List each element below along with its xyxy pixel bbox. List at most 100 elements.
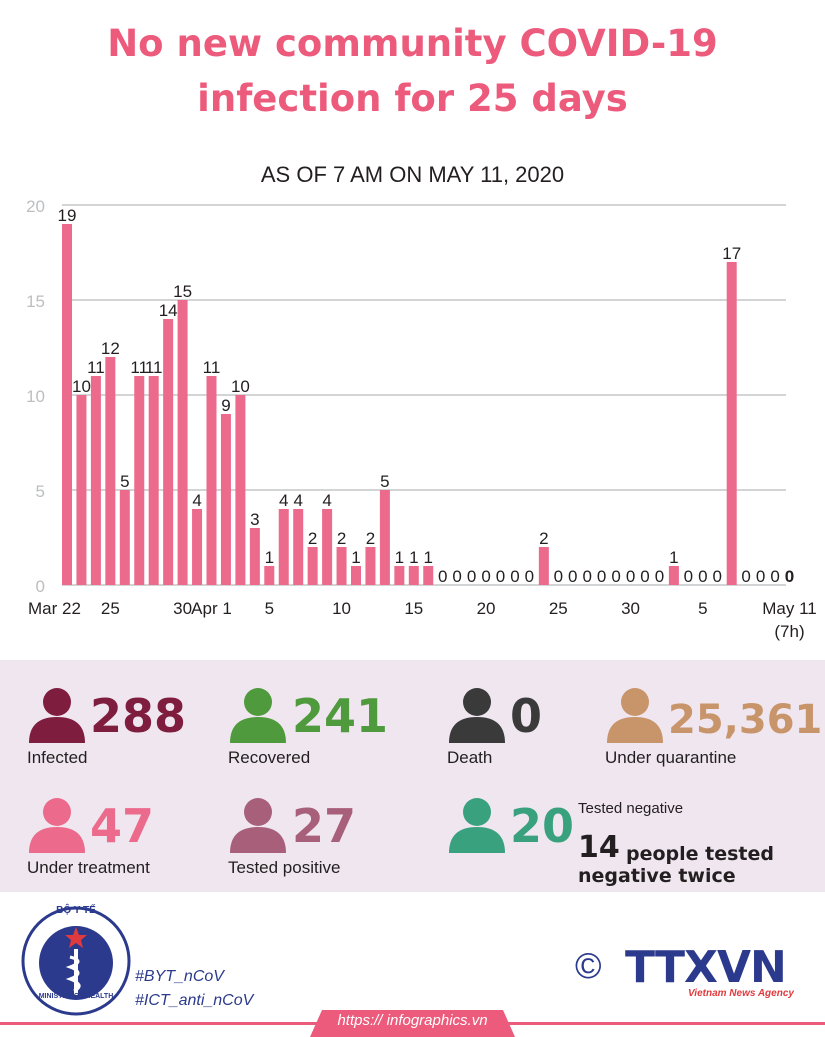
data-label: 12 [101,339,120,358]
bar [62,224,72,585]
data-label: 1 [409,548,418,567]
y-tick-label: 15 [26,292,45,311]
data-label: 0 [655,567,664,586]
data-label: 1 [265,548,274,567]
data-label: 0 [698,567,707,586]
tested-positive-person-icon [230,798,286,853]
recovered-count: 241 [292,689,389,743]
x-tick-label: 30 [173,599,192,618]
bar [134,376,145,585]
agency-subtitle: Vietnam News Agency [688,988,794,999]
tested-negative-count: 20 [510,799,575,853]
x-tick-label: 5 [698,599,707,618]
x-tick-label: 5 [265,599,274,618]
bar [668,566,679,585]
ministry-logo-bottom-text: MINISTRY OF HEALTH [38,993,114,1000]
bar [105,357,116,585]
infected-count: 288 [90,689,187,743]
url-banner [0,1010,825,1037]
bar [394,566,405,585]
data-label: 0 [611,567,620,586]
x-tick-label: 15 [404,599,423,618]
tested-negative-person-icon [449,798,505,853]
x-tick-label: 20 [477,599,496,618]
data-label: 2 [308,529,317,548]
data-label: 11 [145,358,163,377]
data-label: 5 [380,472,389,491]
data-label: 1 [395,548,404,567]
data-label: 10 [72,377,91,396]
data-label: 0 [684,567,693,586]
recovered-person-icon [230,688,286,743]
bar [220,414,231,585]
bar [351,566,361,585]
data-label: 0 [525,567,534,586]
bar [192,509,203,585]
bar [726,262,737,585]
bar [538,547,549,585]
chart-subtitle: AS OF 7 AM ON MAY 11, 2020 [260,162,565,187]
data-label: 0 [640,567,649,586]
data-label: 11 [203,358,221,377]
bar [177,300,188,585]
ministry-logo-top-text: BỘ Y TẾ [56,905,96,916]
hashtag-ict: #ICT_anti_nCoV [135,992,254,1009]
data-label: 0 [510,567,519,586]
infected-person-icon [29,688,85,743]
x-tick-label: 10 [332,599,351,618]
quarantine-person-icon [607,688,663,743]
data-label: 5 [120,472,129,491]
x-tick-label: Apr 1 [191,599,232,618]
y-tick-label: 20 [26,197,45,216]
data-label: 1 [424,548,433,567]
data-label: 17 [722,244,741,263]
x-tick-label: 25 [549,599,568,618]
data-label: 0 [626,567,635,586]
website-link[interactable]: https:// infographics.vn [337,1012,488,1029]
bar [408,566,419,585]
bar [307,547,318,585]
data-label: 10 [231,377,250,396]
hashtags: #BYT_nCoV #ICT_anti_nCoV [135,965,253,1013]
death-count: 0 [510,689,543,743]
bar [278,509,289,585]
y-tick-label: 5 [36,482,45,501]
bar [235,395,246,585]
bar [206,376,217,585]
data-label: 1 [669,548,678,567]
data-label: 2 [337,529,346,548]
y-tick-label: 10 [26,387,45,406]
under-treatment-person-icon [29,798,85,853]
data-label: 0 [438,567,447,586]
data-label: 14 [159,301,178,320]
tested-positive-count: 27 [292,799,357,853]
bar [379,490,390,585]
data-label: 11 [130,358,148,377]
data-label: 0 [568,567,577,586]
data-label: 9 [221,396,230,415]
page-title-line-1: No new community COVID-19 [107,22,718,65]
bar [148,376,159,585]
data-label: 0 [467,567,476,586]
ministry-of-health-logo-icon [21,906,131,1016]
data-label: 0 [554,567,563,586]
data-label: 0 [582,567,591,586]
x-tick-label: May 11 [762,599,817,618]
x-tick-label: Mar 22 [28,599,81,618]
ttxvn-logo-text: TTXVN [625,942,787,993]
data-label: 0 [597,567,606,586]
data-label: 2 [539,529,548,548]
stats-panel: 288 Infected 241 Recovered 0 Death 25,36… [0,660,825,892]
bar [163,319,174,585]
under-treatment-count: 47 [90,799,155,853]
data-label: 0 [452,567,461,586]
tested-positive-label: Tested positive [228,858,341,877]
data-label: 4 [279,491,288,510]
hashtag-byt: #BYT_nCoV [135,968,224,985]
data-label: 0 [741,567,750,586]
bar [293,509,304,585]
bar [119,490,130,585]
bar [365,547,376,585]
data-label: 2 [366,529,375,548]
